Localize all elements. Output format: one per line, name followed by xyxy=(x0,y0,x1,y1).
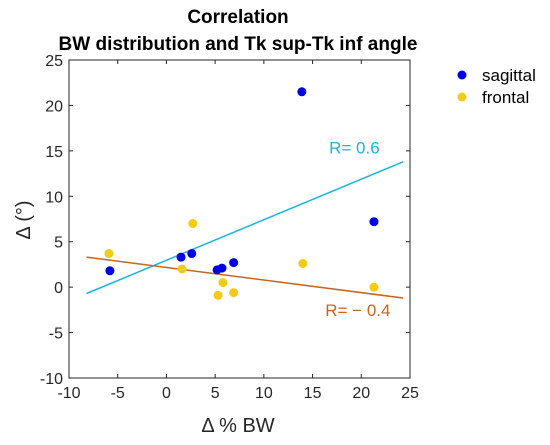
y-tick-label: -10 xyxy=(40,371,63,388)
chart-subtitle: BW distribution and Tk sup-Tk inf angle xyxy=(59,34,418,55)
point-sagittal xyxy=(187,249,197,259)
point-sagittal xyxy=(176,252,186,262)
x-tick-label: 25 xyxy=(401,385,419,402)
fit-annotations: R= 0.6 R= − 0.4 xyxy=(325,139,390,321)
fit-line-frontal xyxy=(86,256,404,299)
plot-area xyxy=(69,60,410,378)
point-frontal xyxy=(104,249,114,259)
x-tick-label: 20 xyxy=(352,385,370,402)
legend-label-sagittal: sagittal xyxy=(482,66,536,85)
fit-lines xyxy=(86,161,404,299)
y-axis-label: Δ (°) xyxy=(13,200,35,239)
axes-box xyxy=(68,59,411,379)
legend-marker-sagittal xyxy=(457,70,467,80)
y-tick-label: 5 xyxy=(54,235,63,252)
y-tick-label: 0 xyxy=(54,280,63,297)
point-frontal xyxy=(369,282,379,292)
point-frontal xyxy=(177,264,187,274)
x-tick-label: 15 xyxy=(304,385,322,402)
point-frontal xyxy=(298,259,308,269)
x-tick-label: 0 xyxy=(162,385,171,402)
x-tick-label: -5 xyxy=(111,385,125,402)
point-sagittal xyxy=(297,87,307,97)
y-tick-label: 15 xyxy=(45,144,63,161)
x-tick-label: 10 xyxy=(255,385,273,402)
point-frontal xyxy=(218,278,228,288)
point-frontal xyxy=(213,290,223,300)
point-frontal xyxy=(229,288,239,298)
point-frontal xyxy=(188,219,198,229)
x-axis-label: Δ % BW xyxy=(201,415,274,437)
y-tick-label: 10 xyxy=(45,189,63,206)
y-tick-label: 20 xyxy=(45,98,63,115)
x-tick-label: -10 xyxy=(57,385,80,402)
fit-label-frontal: R= − 0.4 xyxy=(325,301,390,320)
x-tick-label: 5 xyxy=(211,385,220,402)
y-tick-label: -5 xyxy=(49,326,63,343)
data-points xyxy=(104,87,379,300)
plot-background xyxy=(69,60,410,378)
point-sagittal xyxy=(369,217,379,227)
y-tick-label: 25 xyxy=(45,53,63,70)
chart-title: Correlation xyxy=(187,7,288,28)
axes: -10 -5 0 5 10 15 20 25 -10 -5 0 5 10 15 20 25 xyxy=(40,53,419,402)
point-sagittal xyxy=(217,263,227,273)
point-sagittal xyxy=(105,266,115,276)
fit-line-sagittal xyxy=(86,161,404,295)
fit-label-sagittal: R= 0.6 xyxy=(329,139,380,158)
legend-label-frontal: frontal xyxy=(482,88,529,107)
legend: sagittal frontal xyxy=(457,66,536,107)
legend-marker-frontal xyxy=(457,92,467,102)
point-sagittal xyxy=(229,258,239,268)
